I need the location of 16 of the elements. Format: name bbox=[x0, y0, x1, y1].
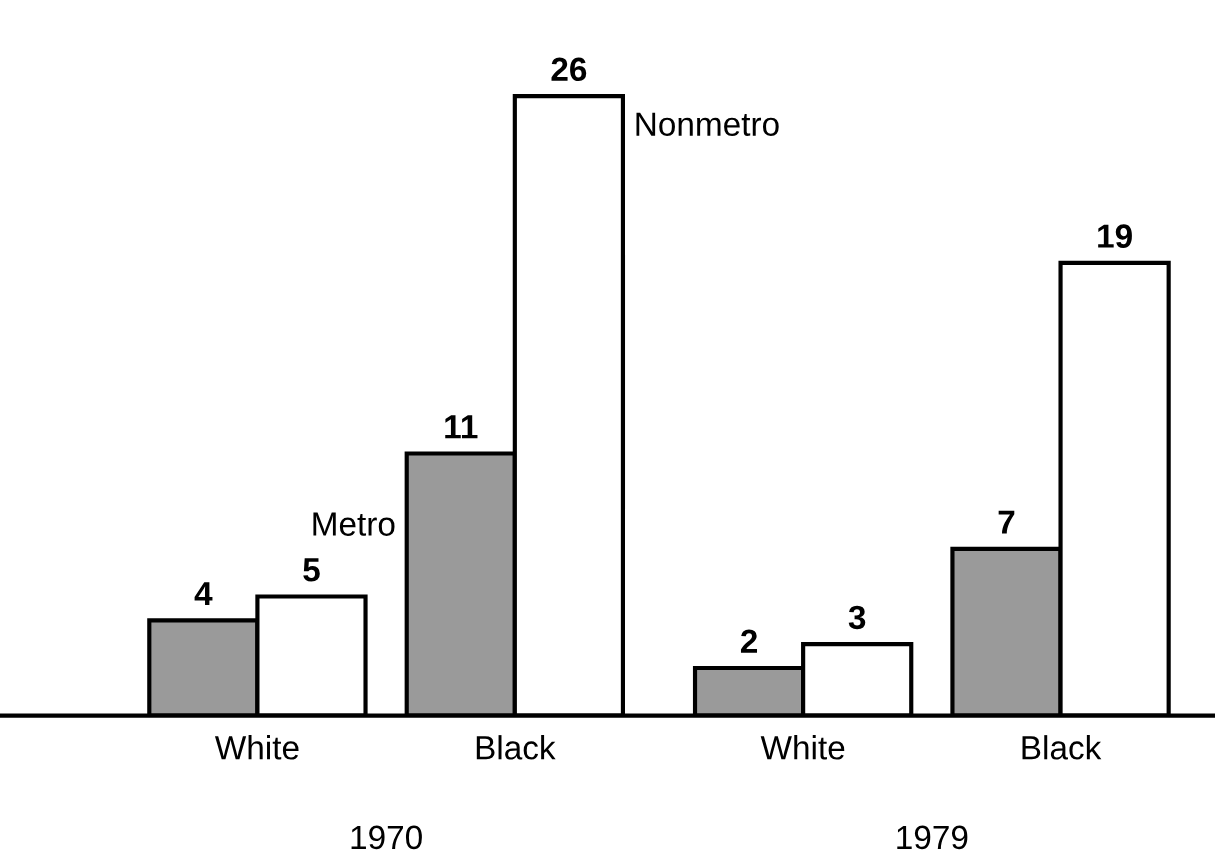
series-label: Nonmetro bbox=[636, 112, 779, 136]
text: 1970 bbox=[351, 825, 422, 850]
data-label: 5 bbox=[303, 558, 320, 582]
x-tick-label: Black bbox=[1022, 735, 1102, 760]
data-label: 11 bbox=[445, 415, 478, 439]
data-label: 7 bbox=[998, 510, 1015, 534]
x-tick-label: Black bbox=[476, 735, 556, 760]
x-tick-label: White bbox=[760, 735, 845, 760]
text: 1979 bbox=[897, 825, 968, 850]
data-label: 19 bbox=[1098, 224, 1132, 248]
series-label: Metro bbox=[313, 512, 395, 536]
data-label: 26 bbox=[551, 57, 587, 82]
data-label: 3 bbox=[848, 605, 866, 630]
x-tick-label: White bbox=[214, 735, 299, 760]
data-label: 4 bbox=[194, 582, 213, 606]
data-label: 2 bbox=[740, 629, 758, 653]
